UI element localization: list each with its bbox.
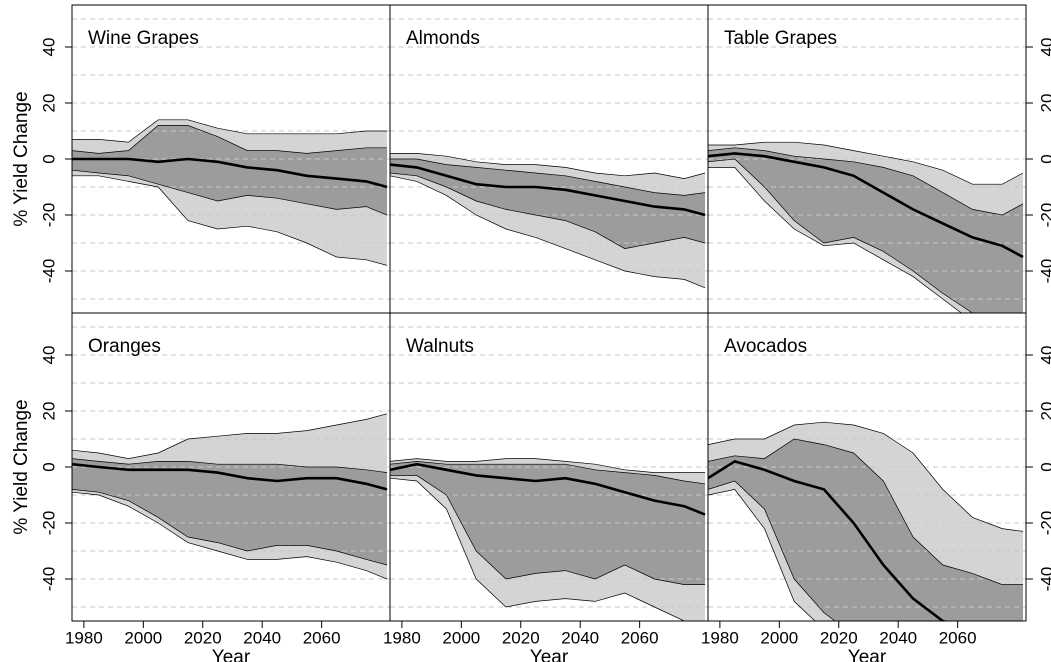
panel — [708, 326, 1026, 621]
band-edge — [72, 125, 388, 154]
y-tick-label: 0 — [39, 154, 58, 163]
x-tick-label: 2000 — [442, 628, 480, 647]
median-line — [708, 459, 948, 621]
panel — [72, 326, 390, 608]
inner-band — [708, 439, 1024, 621]
band-edge — [390, 153, 706, 179]
y-axis-label: % Yield Change — [11, 399, 32, 534]
median-line — [72, 462, 388, 491]
y-axis-label: % Yield Change — [11, 91, 32, 226]
x-axis-label: Year — [530, 647, 569, 662]
y-tick-label: 40 — [39, 346, 58, 365]
band-edge — [708, 147, 1024, 216]
panel — [390, 326, 708, 621]
y-tick-label: -40 — [1037, 259, 1051, 284]
band-edge — [708, 167, 962, 313]
x-tick-label: 2060 — [303, 628, 341, 647]
band-edge — [708, 480, 836, 621]
band-edge — [390, 172, 706, 249]
y-tick-label: -20 — [39, 203, 58, 228]
band-edge — [708, 438, 1024, 585]
band-edge — [390, 477, 686, 621]
panel-title: Table Grapes — [724, 28, 837, 49]
x-tick-label: 2020 — [502, 628, 540, 647]
median-line — [72, 157, 388, 189]
x-tick-label: 2060 — [939, 628, 977, 647]
x-tick-label: 2040 — [243, 628, 281, 647]
x-tick-label: 2040 — [879, 628, 917, 647]
inner-band — [708, 147, 1024, 313]
y-tick-label: -20 — [39, 511, 58, 536]
band-edge — [708, 141, 1024, 185]
y-tick-label: 20 — [1037, 94, 1051, 113]
y-tick-label: 20 — [39, 402, 58, 421]
band-edge — [72, 119, 388, 143]
y-tick-label: -40 — [1037, 567, 1051, 592]
panel-title: Oranges — [88, 336, 161, 357]
band-edge — [72, 458, 388, 473]
band-edge — [72, 489, 388, 566]
y-tick-label: 20 — [39, 94, 58, 113]
y-tick-label: 40 — [1037, 346, 1051, 365]
panel-title: Walnuts — [406, 336, 474, 357]
x-tick-label: 2020 — [184, 628, 222, 647]
x-tick-label: 2000 — [124, 628, 162, 647]
median-line — [390, 462, 706, 516]
band-edge — [390, 475, 706, 585]
x-tick-label: 2040 — [561, 628, 599, 647]
y-tick-label: 0 — [39, 462, 58, 471]
x-tick-label: 2060 — [621, 628, 659, 647]
band-edge — [72, 169, 388, 216]
y-tick-label: -20 — [1037, 511, 1051, 536]
x-tick-label: 1980 — [65, 628, 103, 647]
x-axis-label: Year — [212, 647, 251, 662]
band-edge — [708, 158, 974, 313]
y-tick-label: -20 — [1037, 203, 1051, 228]
panel — [708, 18, 1026, 313]
median-line — [390, 163, 706, 217]
median-line — [708, 152, 1024, 259]
panel-title: Wine Grapes — [88, 28, 199, 49]
band-edge — [708, 421, 1024, 532]
panel — [390, 18, 708, 300]
x-tick-label: 2020 — [820, 628, 858, 647]
y-tick-label: 40 — [1037, 38, 1051, 57]
y-tick-label: -40 — [39, 259, 58, 284]
x-tick-label: 1980 — [701, 628, 739, 647]
panel-title: Almonds — [406, 28, 480, 49]
inner-band — [72, 125, 388, 215]
band-edge — [390, 461, 706, 485]
band-edge — [390, 458, 706, 473]
band-edge — [72, 413, 388, 459]
y-tick-label: -40 — [39, 567, 58, 592]
y-tick-label: 0 — [1037, 462, 1051, 471]
x-tick-label: 1980 — [383, 628, 421, 647]
y-tick-label: 40 — [39, 38, 58, 57]
x-axis-label: Year — [848, 647, 887, 662]
y-tick-label: 20 — [1037, 402, 1051, 421]
panel-title: Avocados — [724, 336, 807, 357]
band-edge — [72, 491, 388, 580]
band-edge — [72, 175, 388, 266]
band-edge — [390, 158, 706, 196]
band-edge — [390, 175, 706, 289]
panel — [72, 18, 390, 300]
inner-band — [72, 458, 388, 565]
y-tick-label: 0 — [1037, 154, 1051, 163]
band-edge — [708, 489, 816, 621]
x-tick-label: 2000 — [760, 628, 798, 647]
